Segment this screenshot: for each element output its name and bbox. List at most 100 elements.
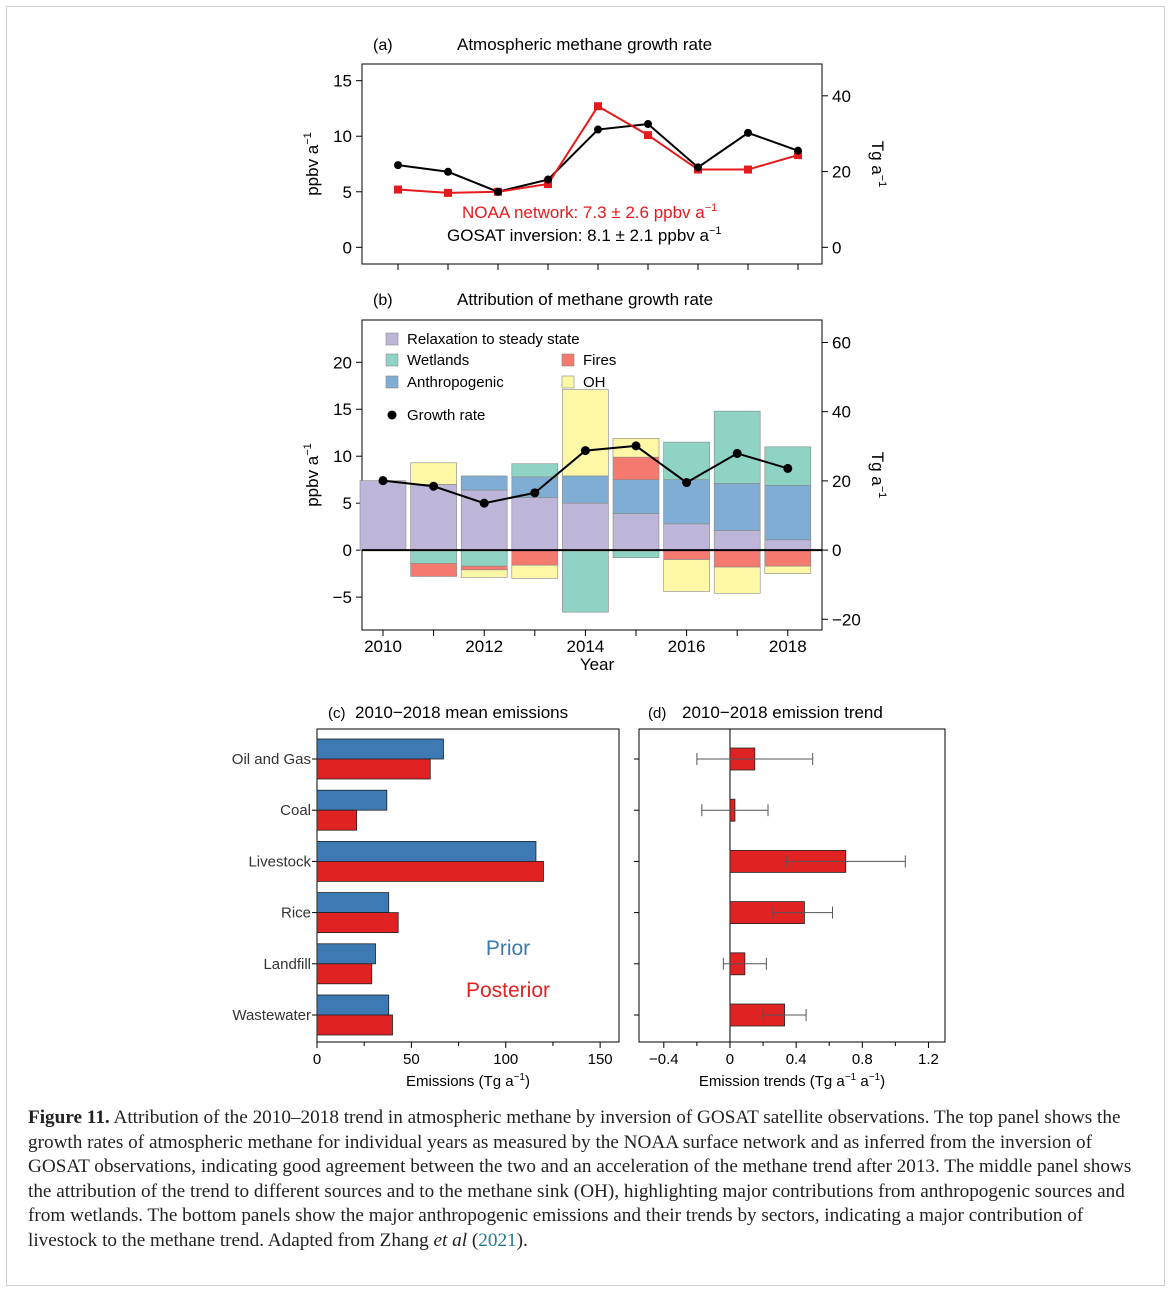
panel-c-title: 2010−2018 mean emissions xyxy=(355,703,568,722)
growth-rate-point xyxy=(580,446,590,456)
panel-a-left-tick-label: 0 xyxy=(343,238,352,257)
bar-wetlands xyxy=(713,410,761,484)
figure-svg: (a) Atmospheric methane growth rate ppbv… xyxy=(232,35,946,1090)
posterior-bar xyxy=(316,963,373,985)
gosat-annotation: GOSAT inversion: 8.1 ± 2.1 ppbv a−1 xyxy=(447,225,722,245)
panel-c-category-label: Oil and Gas xyxy=(232,751,311,768)
panel-b-x-tick-label: 2014 xyxy=(566,637,604,656)
panel-d-bars xyxy=(696,747,906,1027)
panel-b-x-tick-label: 2016 xyxy=(668,637,706,656)
panel-b-ylabel-left: ppbv a−1 xyxy=(302,443,322,507)
noaa-point xyxy=(594,102,602,111)
panel-b-left-tick-label: 15 xyxy=(333,400,352,419)
panel-d: (d) 2010−2018 emission trend Emission tr… xyxy=(634,703,946,1090)
panel-a-axes: 0 5 10 15 0 20 40 xyxy=(333,72,851,270)
panel-a-left-tick-label: 15 xyxy=(333,72,352,91)
prior-bar xyxy=(316,841,537,862)
bar-anthro xyxy=(764,485,812,541)
panel-c-category-label: Wastewater xyxy=(232,1007,311,1024)
legend-swatch-relax xyxy=(385,332,399,346)
panel-b-bars xyxy=(359,389,822,613)
bar-fires xyxy=(511,549,559,566)
panel-c-x-tick-label: 150 xyxy=(588,1051,613,1068)
panel-b-tag: (b) xyxy=(373,292,393,309)
panel-c-axes: 0 50 100 150 Oil and Gas Coal Livestock Rice Lan… xyxy=(232,751,613,1068)
legend-label-relax: Relaxation to steady state xyxy=(407,331,580,348)
panel-a-series xyxy=(394,102,802,197)
panel-b-right-tick-label: −20 xyxy=(832,610,861,629)
bar-oh xyxy=(764,565,812,574)
prior-bar xyxy=(316,789,388,811)
panel-c-category-label: Livestock xyxy=(248,853,311,870)
caption-label: Figure 11. xyxy=(28,1107,110,1128)
legend-swatch-oh xyxy=(561,375,575,389)
panel-b-legend: Relaxation to steady state Wetlands Anth… xyxy=(385,331,616,424)
caption-citation-link[interactable]: 2021 xyxy=(478,1229,517,1251)
panel-c-plot-area xyxy=(316,728,620,1043)
panel-d-x-tick-label: −0.4 xyxy=(649,1051,679,1068)
panel-d-tag: (d) xyxy=(648,705,666,722)
bar-oh xyxy=(460,569,508,578)
prior-bar xyxy=(316,892,390,913)
bar-oh xyxy=(713,566,761,594)
bar-wetlands xyxy=(511,463,559,478)
panel-c-bars xyxy=(316,738,544,1036)
growth-rate-point xyxy=(732,448,742,458)
gosat-point xyxy=(794,146,802,155)
legend-label-oh: OH xyxy=(583,374,606,391)
panel-c-x-tick-label: 100 xyxy=(493,1051,518,1068)
legend-growth-marker xyxy=(387,410,397,420)
posterior-label: Posterior xyxy=(466,979,550,1002)
noaa-point xyxy=(394,185,402,194)
panel-c-x-tick-label: 0 xyxy=(313,1051,321,1068)
legend-label-growth: Growth rate xyxy=(407,407,485,424)
gosat-line xyxy=(397,122,799,193)
bar-oh xyxy=(410,462,457,485)
panel-c-tag: (c) xyxy=(328,705,346,722)
bar-wetlands xyxy=(612,549,660,558)
panel-d-x-tick-label: 0 xyxy=(726,1051,734,1068)
panel-b-growth-line xyxy=(378,441,793,508)
posterior-bar xyxy=(316,912,399,933)
panel-d-x-tick-label: 0.4 xyxy=(786,1051,807,1068)
prior-bar xyxy=(316,943,376,965)
noaa-point xyxy=(794,151,802,160)
gosat-point xyxy=(394,161,402,170)
panel-b-x-tick-label: 2012 xyxy=(465,637,503,656)
panel-b-left-tick-label: 5 xyxy=(343,494,352,513)
growth-rate-point xyxy=(631,441,641,451)
gosat-point xyxy=(444,167,452,176)
panel-b-right-tick-label: 60 xyxy=(832,333,851,352)
panel-b: (b) Attribution of methane growth rate p… xyxy=(302,290,888,674)
bar-oh xyxy=(511,564,559,579)
prior-bar xyxy=(316,994,390,1016)
bar-oh xyxy=(663,559,710,592)
caption-cite-close: ). xyxy=(516,1229,528,1251)
panel-b-left-tick-label: 10 xyxy=(333,447,352,466)
panel-d-axes: −0.4 0 0.4 0.8 1.2 xyxy=(634,729,939,1068)
bar-relax xyxy=(410,484,457,551)
gosat-point xyxy=(744,128,752,137)
panel-b-left-tick-label: 20 xyxy=(333,353,352,372)
figure-frame xyxy=(6,6,1165,1286)
panel-a-right-tick-label: 20 xyxy=(832,163,851,182)
bar-wetlands xyxy=(460,549,508,567)
legend-swatch-fires xyxy=(561,353,575,367)
panel-b-x-tick-label: 2010 xyxy=(364,637,402,656)
panel-c-category-label: Coal xyxy=(280,802,311,819)
bar-wetlands xyxy=(410,549,457,564)
panel-b-axes: −5 0 5 10 15 20 −20 0 20 40 60 2010 2012 2014 2016 2018 xyxy=(333,333,861,656)
noaa-point xyxy=(744,165,752,174)
growth-rate-point xyxy=(530,488,540,498)
panel-a-title: Atmospheric methane growth rate xyxy=(457,35,712,54)
panel-c-xlabel: Emissions (Tg a−1) xyxy=(406,1072,530,1090)
panel-b-right-tick-label: 40 xyxy=(832,403,851,422)
panel-d-x-tick-label: 0.8 xyxy=(852,1051,873,1068)
bar-relax xyxy=(663,523,710,551)
panel-b-right-tick-label: 20 xyxy=(832,472,851,491)
bar-fires xyxy=(663,549,710,560)
gosat-point xyxy=(544,175,552,184)
panel-a-ylabel-right: Tg a−1 xyxy=(868,141,888,188)
noaa-point xyxy=(644,131,652,140)
panel-a-left-tick-label: 10 xyxy=(333,127,352,146)
